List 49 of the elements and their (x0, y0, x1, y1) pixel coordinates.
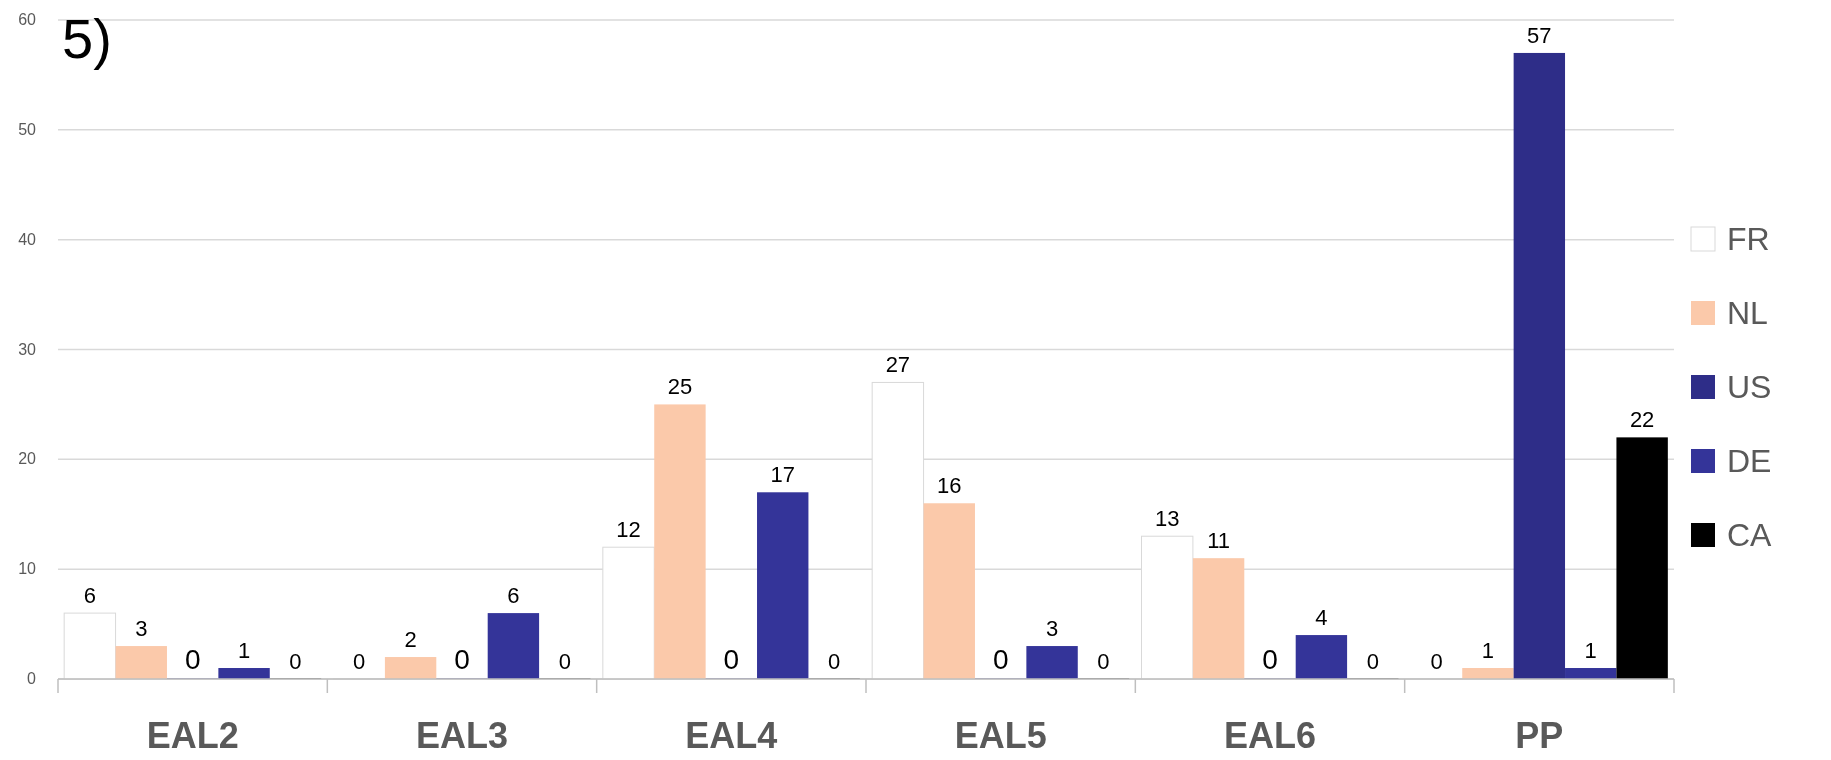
data-label: 27 (885, 352, 911, 378)
y-tick-label: 0 (27, 670, 37, 687)
data-label: 0 (1097, 649, 1110, 674)
data-label: 0 (184, 644, 201, 675)
data-label: 17 (770, 462, 795, 488)
x-tick-label: EAL6 (1223, 715, 1317, 756)
y-tick-label: 10 (18, 560, 37, 578)
y-tick-label: 60 (18, 11, 37, 28)
y-tick-label: 50 (18, 120, 37, 138)
data-label: 0 (454, 644, 470, 675)
x-tick-label: EAL2 (146, 715, 239, 756)
data-label: 0 (723, 644, 740, 675)
x-tick-label: EAL4 (685, 715, 778, 756)
legend-label: US (1727, 369, 1772, 405)
data-label: 6 (507, 583, 520, 609)
data-label: 0 (1262, 644, 1278, 675)
x-tick-label: EAL5 (954, 715, 1047, 756)
data-label: 0 (353, 649, 366, 674)
legend-label: DE (1727, 443, 1772, 479)
legend-label: FR (1727, 221, 1770, 257)
data-label: 0 (828, 649, 841, 674)
legend-label: CA (1727, 517, 1773, 553)
x-tick-label: EAL3 (415, 715, 509, 756)
x-tick-label: PP (1515, 715, 1564, 756)
y-tick-label: 40 (18, 230, 37, 248)
data-label: 0 (1366, 649, 1379, 674)
data-label: 3 (135, 616, 148, 642)
y-tick-label: 20 (18, 450, 37, 468)
data-label: 25 (667, 374, 693, 400)
data-label: 1 (237, 638, 251, 664)
chart-title: 5) (62, 7, 112, 70)
data-label: 0 (1430, 649, 1443, 674)
data-label: 1 (1584, 638, 1597, 664)
data-label: 13 (1154, 506, 1180, 532)
legend-label: NL (1727, 295, 1768, 331)
data-label: 57 (1527, 22, 1552, 48)
data-label: 11 (1207, 528, 1231, 554)
data-label: 6 (83, 583, 96, 609)
data-label: 3 (1045, 616, 1059, 642)
data-label: 0 (558, 649, 571, 674)
data-label: 2 (404, 627, 417, 653)
data-label: 1 (1481, 638, 1495, 664)
data-label: 22 (1629, 407, 1655, 433)
data-label: 0 (992, 644, 1009, 675)
y-tick-label: 30 (18, 340, 37, 358)
data-label: 4 (1315, 605, 1328, 631)
data-label: 12 (616, 517, 641, 543)
data-label: 16 (937, 473, 962, 499)
data-label: 0 (289, 649, 302, 674)
